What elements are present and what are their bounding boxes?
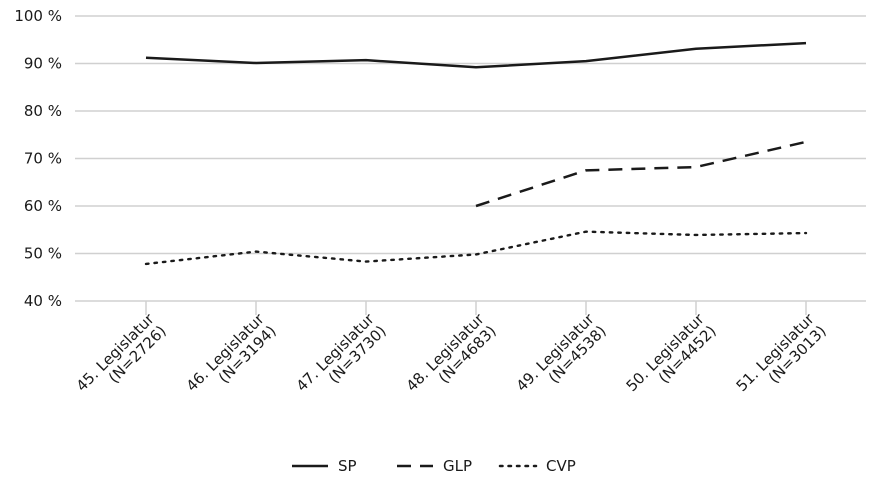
legend-label: SP: [338, 457, 357, 475]
x-axis: 45. Legislatur(N=2726) 46. Legislatur(N=3…: [73, 301, 831, 407]
series-line-glp: [476, 142, 806, 206]
x-tick-label: 51. Legislatur(N=3013): [733, 309, 831, 407]
x-tick-label: 50. Legislatur(N=4452): [623, 309, 721, 407]
legend-item-sp: SP: [292, 457, 357, 475]
series-line-cvp: [146, 232, 806, 264]
y-tick-label: 100 %: [14, 7, 62, 25]
series-lines: [146, 43, 806, 264]
y-tick-label: 40 %: [24, 292, 62, 310]
legend: SP GLP CVP: [292, 457, 576, 475]
y-tick-label: 50 %: [24, 245, 62, 263]
x-tick-label: 45. Legislatur(N=2726): [73, 309, 171, 407]
legend-item-cvp: CVP: [500, 457, 576, 475]
x-tick-label: 48. Legislatur(N=4683): [403, 309, 501, 407]
legend-label: GLP: [443, 457, 472, 475]
legend-label: CVP: [546, 457, 576, 475]
y-tick-label: 60 %: [24, 197, 62, 215]
legend-item-glp: GLP: [397, 457, 472, 475]
x-tick-label: 47. Legislatur(N=3730): [293, 309, 391, 407]
x-tick-label: 46. Legislatur(N=3194): [183, 309, 281, 407]
gridlines: [75, 16, 866, 301]
x-tick-label: 49. Legislatur(N=4538): [513, 309, 611, 407]
y-tick-label: 70 %: [24, 150, 62, 168]
y-tick-label: 90 %: [24, 55, 62, 73]
y-axis: 40 % 50 % 60 % 70 % 80 % 90 % 100 %: [14, 7, 62, 310]
y-tick-label: 80 %: [24, 102, 62, 120]
